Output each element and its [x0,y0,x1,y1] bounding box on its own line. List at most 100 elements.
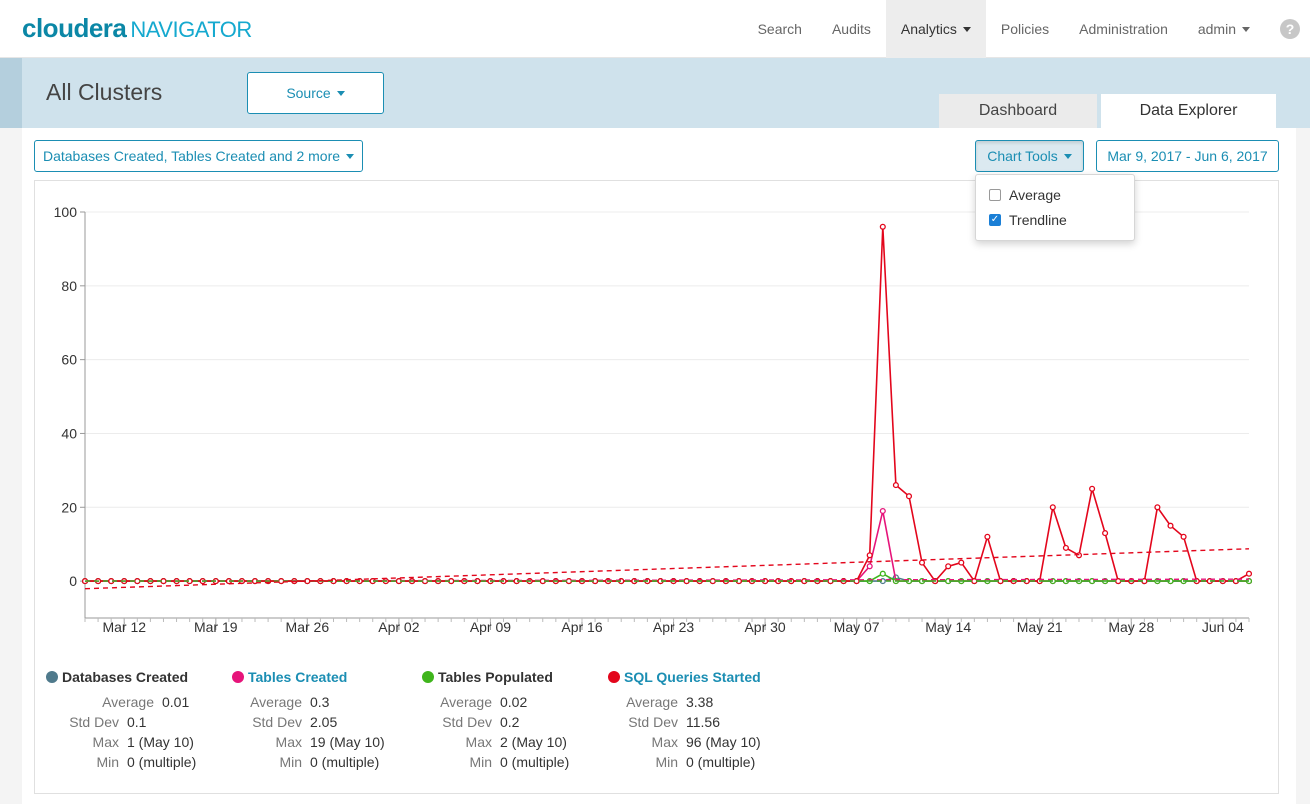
legend-dot-tables-populated [422,671,434,683]
average-checkbox[interactable] [989,188,1001,201]
date-range-button[interactable]: Mar 9, 2017 - Jun 6, 2017 [1096,140,1279,172]
nav-policies[interactable]: Policies [986,0,1064,58]
stat-value: 96 (May 10) [686,734,761,750]
legend-tables-created[interactable]: Tables Created [248,669,348,685]
tab-data-explorer[interactable]: Data Explorer [1101,94,1276,128]
line-chart: 0 20 40 60 80 100 Mar 12 Mar 19 Mar 26 Apr 02 Apr … [54,204,1253,635]
x-tick-label: Apr 23 [653,619,694,635]
data-point [905,493,913,500]
trendline-label: Trendline [1009,211,1067,228]
nav-analytics[interactable]: Analytics [885,0,986,58]
stat-label: Max [651,734,678,750]
data-point [1049,504,1056,511]
x-tick-label: May 21 [1017,619,1063,635]
y-tick-label: 40 [61,425,77,441]
data-point [866,563,873,570]
stat-label: Std Dev [628,714,678,730]
date-range-label: Mar 9, 2017 - Jun 6, 2017 [1107,148,1268,164]
stat-value: 0 (multiple) [500,754,570,770]
x-tick-label: Mar 19 [194,619,238,635]
x-tick-label: May 07 [834,619,880,635]
tab-dashboard[interactable]: Dashboard [939,94,1097,128]
data-point [984,533,991,540]
data-point [278,578,285,585]
average-label: Average [1009,186,1061,203]
stat-label: Std Dev [252,714,302,730]
x-tick-label: May 28 [1108,619,1154,635]
x-tick-label: Apr 30 [744,619,785,635]
legend-tables-populated[interactable]: Tables Populated [438,669,553,685]
stat-label: Average [250,694,302,710]
data-point [565,578,572,585]
data-point [879,507,886,515]
menu-item-average[interactable]: Average [976,182,1134,207]
legend-dot-tables-created [232,671,244,683]
data-point [1062,544,1069,551]
stat-value: 11.56 [686,714,720,730]
chevron-down-icon [1242,26,1250,32]
data-point [421,578,429,585]
data-point [1115,578,1122,585]
series-line-tables-populated [85,572,1249,582]
stat-label: Max [275,734,302,750]
stat-label: Min [469,754,492,770]
stat-value: 3.38 [686,694,714,710]
data-point [1167,522,1174,529]
trendline-checkbox[interactable]: ✓ [989,213,1001,226]
y-tick-label: 0 [69,573,77,589]
metrics-label: Databases Created, Tables Created and 2 … [42,148,341,164]
stat-label: Average [102,694,154,710]
help-icon[interactable]: ? [1280,19,1300,39]
top-navbar: cloudera NAVIGATOR Search Audits Analytic… [0,0,1310,58]
legend-databases-created[interactable]: Databases Created [62,669,189,685]
x-tick-label: Apr 09 [470,619,511,635]
series-line-sql-queries-started [85,226,1250,583]
nav-audits[interactable]: Audits [817,0,886,58]
stat-label: Average [626,694,678,710]
menu-item-trendline[interactable]: ✓ Trendline [976,207,1134,232]
x-tick-label: Mar 26 [286,619,330,635]
data-point [958,559,965,566]
x-tick-label: Mar 12 [102,619,146,635]
data-point [134,578,141,585]
data-point [918,559,926,566]
tab-data-explorer-label: Data Explorer [1139,102,1238,119]
data-point [1089,485,1096,492]
chart-tools-button[interactable]: Chart Tools [975,140,1084,172]
stat-value: 0.01 [162,694,190,710]
cloudera-navigator-logo[interactable]: cloudera NAVIGATOR [22,13,252,44]
legend-dot-databases [46,671,58,683]
stat-value: 0 (multiple) [127,754,197,770]
y-tick-label: 20 [61,499,77,515]
data-point [892,482,899,489]
page-header: All Clusters Source Dashboard Data Explo… [0,58,1310,128]
data-point [1245,570,1253,577]
data-point [1154,504,1161,511]
stat-label: Average [440,694,492,710]
data-point [879,223,886,230]
nav-user-menu[interactable]: admin [1183,0,1265,58]
stat-value: 0.3 [310,694,330,710]
nav-policies-label: Policies [1000,21,1050,37]
logo-brand: cloudera [22,13,127,43]
data-point [945,563,952,570]
legend-sql-queries-started[interactable]: SQL Queries Started [624,669,761,685]
x-tick-label: Apr 02 [378,619,419,635]
page-title: All Clusters [46,79,163,105]
nav-search-label: Search [757,21,802,37]
stats-tables-created: Tables Created Average 0.3 Std Dev 2.05 Ma… [232,668,385,772]
source-dropdown-button[interactable]: Source [247,72,384,114]
nav-administration[interactable]: Administration [1064,0,1183,58]
stat-label: Std Dev [69,714,119,730]
metrics-dropdown-button[interactable]: Databases Created, Tables Created and 2 … [34,140,363,172]
nav-search[interactable]: Search [743,0,817,58]
left-gutter [0,128,22,804]
chart-tools-menu: Average ✓ Trendline [975,174,1135,241]
data-point [1180,533,1187,540]
chevron-down-icon [962,26,971,32]
stat-value: 2 (May 10) [500,734,567,750]
chevron-down-icon [336,90,345,96]
legend-dot-sql-queries [608,671,620,683]
stat-value: 2.05 [310,714,338,730]
x-tick-label: May 14 [925,619,971,635]
